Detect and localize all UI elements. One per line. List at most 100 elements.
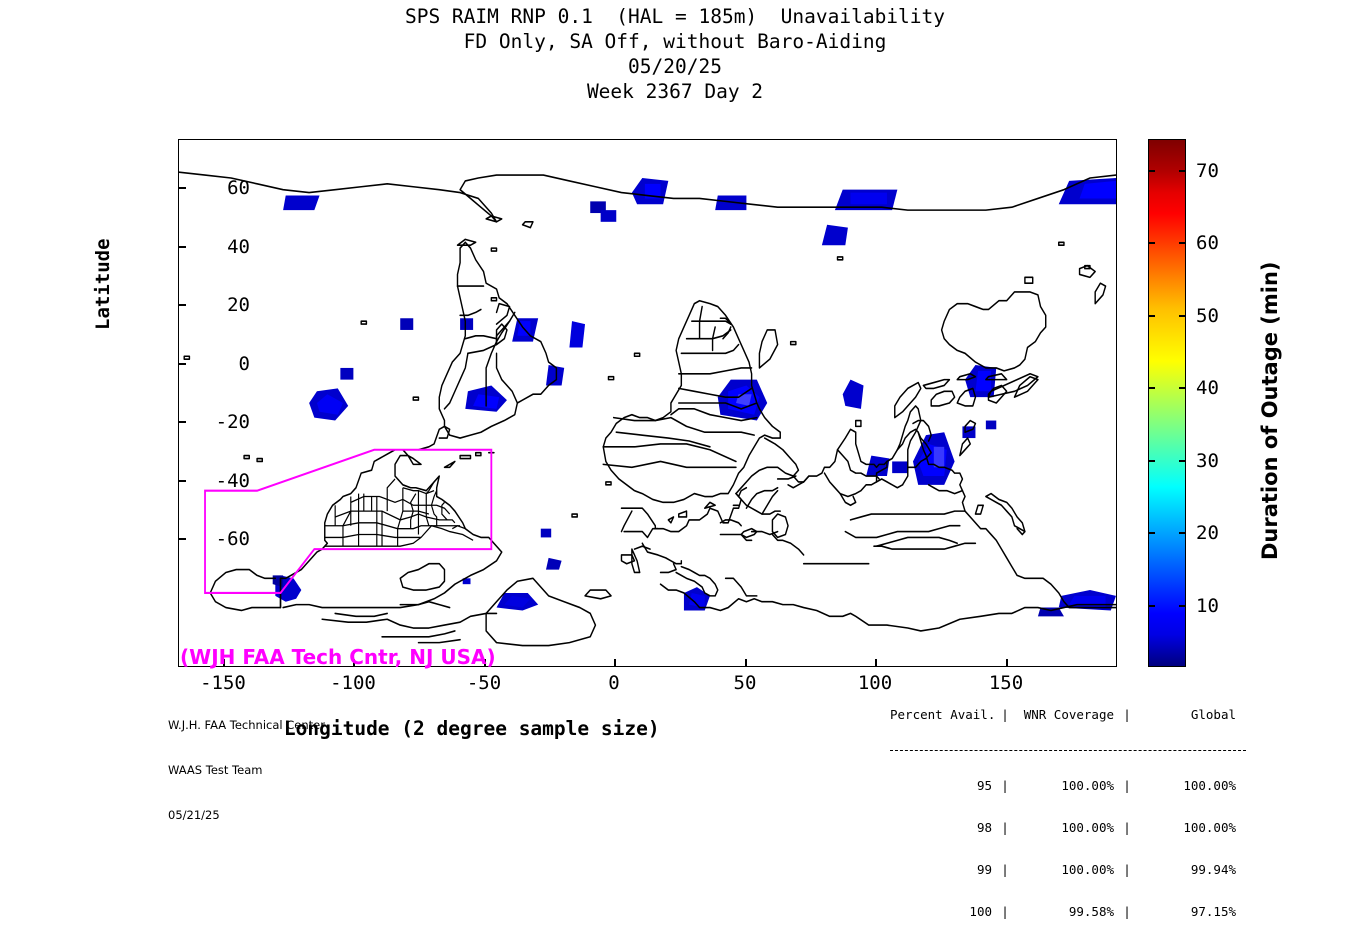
cbtick-mark-right-30	[1179, 460, 1186, 462]
stats-sep: |	[1123, 862, 1131, 877]
stats-row-95: 95 | 100.00% | 100.00%	[890, 779, 1246, 793]
title-line-4: Week 2367 Day 2	[586, 80, 764, 103]
title-line-2: FD Only, SA Off, without Baro-Aiding	[463, 30, 887, 53]
stats-cell-percent-98: 98	[976, 820, 992, 835]
ytick-label-20: 20	[227, 294, 250, 316]
us-states-layer	[324, 475, 474, 547]
cbtick-mark-left-60	[1148, 242, 1155, 244]
cbtick-mark-right-10	[1179, 605, 1186, 607]
cbtick-label-30: 30	[1196, 450, 1219, 472]
xtick-mark-150	[1006, 659, 1008, 667]
ytick-mark-60	[178, 187, 186, 189]
stats-cell-percent-95: 95	[976, 778, 992, 793]
cbtick-label-70: 70	[1196, 160, 1219, 182]
stats-row-99: 99 | 100.00% | 99.94%	[890, 863, 1246, 877]
ytick-label-n60: -60	[215, 528, 250, 550]
stats-cell-percent-100: 100	[969, 904, 992, 919]
chart-title-block: SPS RAIM RNP 0.1 (HAL = 185m) Unavailabi…	[0, 4, 1350, 104]
xtick-mark-n150	[223, 659, 225, 667]
colorbar-label: Duration of Outage (min)	[1258, 261, 1282, 560]
xtick-mark-n100	[353, 659, 355, 667]
xtick-label-n150: -150	[200, 672, 246, 694]
stats-cell-wnr-98: 100.00%	[1061, 820, 1114, 835]
cbtick-mark-right-70	[1179, 170, 1186, 172]
stats-sep: |	[1001, 862, 1009, 877]
stats-cell-percent-99: 99	[976, 862, 992, 877]
colorbar	[1148, 139, 1186, 667]
availability-stats-table: Percent Avail. | WNR Coverage | Global 95 | 10…	[890, 680, 1246, 933]
xtick-label-0: 0	[608, 672, 620, 694]
credit-line-2: WAAS Test Team	[168, 763, 263, 777]
ytick-mark-40	[178, 246, 186, 248]
stats-sep: |	[1123, 778, 1131, 793]
stats-header-sep-2: |	[1123, 707, 1131, 722]
ytick-mark-n20	[178, 421, 186, 423]
credit-line-3: 05/21/25	[168, 808, 220, 822]
cbtick-label-50: 50	[1196, 305, 1219, 327]
x-axis-label: Longitude (2 degree sample size)	[283, 717, 660, 740]
cbtick-label-40: 40	[1196, 377, 1219, 399]
x-axis-label-wrap: Longitude (2 degree sample size)	[0, 694, 1350, 740]
map-svg	[179, 171, 1116, 647]
cbtick-label-20: 20	[1196, 522, 1219, 544]
map-overlay-credit: (WJH FAA Tech Cntr, NJ USA)	[180, 645, 496, 669]
stats-header-global: Global	[1190, 707, 1236, 722]
cbtick-mark-left-20	[1148, 532, 1155, 534]
stats-cell-wnr-99: 100.00%	[1061, 862, 1114, 877]
stats-row-98: 98 | 100.00% | 100.00%	[890, 821, 1246, 835]
cbtick-label-10: 10	[1196, 595, 1219, 617]
stats-cell-wnr-95: 100.00%	[1061, 778, 1114, 793]
ytick-mark-20	[178, 304, 186, 306]
stats-cell-global-100: 97.15%	[1190, 904, 1236, 919]
y-axis-label: Latitude	[92, 238, 114, 330]
xtick-label-50: 50	[733, 672, 757, 694]
cbtick-mark-left-10	[1148, 605, 1155, 607]
stats-cell-global-99: 99.94%	[1190, 862, 1236, 877]
stats-cell-global-95: 100.00%	[1183, 778, 1236, 793]
wnr-coverage-polygon	[204, 448, 493, 594]
xtick-label-150: 150	[988, 672, 1024, 694]
ytick-label-0: 0	[238, 353, 250, 375]
cbtick-mark-left-70	[1148, 170, 1155, 172]
ytick-mark-n60	[178, 538, 186, 540]
stats-sep: |	[1123, 904, 1131, 919]
title-line-1: SPS RAIM RNP 0.1 (HAL = 185m) Unavailabi…	[404, 5, 946, 28]
stats-header-sep-1: |	[1001, 707, 1009, 722]
stats-sep: |	[1001, 820, 1009, 835]
cbtick-mark-right-20	[1179, 532, 1186, 534]
xtick-label-n50: -50	[466, 672, 502, 694]
xtick-mark-n50	[484, 659, 486, 667]
ytick-mark-n40	[178, 480, 186, 482]
cbtick-mark-left-30	[1148, 460, 1155, 462]
ytick-mark-0	[178, 363, 186, 365]
stats-header-wnr: WNR Coverage	[1023, 707, 1114, 722]
stats-sep: |	[1001, 904, 1009, 919]
xtick-mark-50	[745, 659, 747, 667]
coastlines-layer	[179, 171, 1116, 647]
xtick-label-100: 100	[857, 672, 893, 694]
credit-line-1: W.J.H. FAA Technical Center	[168, 718, 325, 732]
credit-block: W.J.H. FAA Technical Center WAAS Test Te…	[168, 688, 325, 838]
cbtick-label-60: 60	[1196, 232, 1219, 254]
stats-row-100: 100 | 99.58% | 97.15%	[890, 905, 1246, 919]
cbtick-mark-right-50	[1179, 315, 1186, 317]
stats-cell-global-98: 100.00%	[1183, 820, 1236, 835]
stats-header-percent: Percent Avail.	[890, 707, 996, 722]
stats-cell-wnr-100: 99.58%	[1068, 904, 1114, 919]
cbtick-mark-left-40	[1148, 387, 1155, 389]
stats-header-row: Percent Avail. | WNR Coverage | Global	[890, 708, 1246, 722]
ytick-label-n20: -20	[215, 411, 250, 433]
world-map-plot	[178, 139, 1117, 667]
ytick-label-n40: -40	[215, 470, 250, 492]
ytick-label-40: 40	[227, 236, 250, 258]
title-line-3: 05/20/25	[628, 55, 722, 78]
ytick-label-60: 60	[227, 177, 250, 199]
stats-sep: |	[1001, 778, 1009, 793]
stats-sep: |	[1123, 820, 1131, 835]
xtick-mark-0	[614, 659, 616, 667]
cbtick-mark-right-60	[1179, 242, 1186, 244]
stats-header-rule	[890, 750, 1246, 751]
xtick-label-n100: -100	[330, 672, 376, 694]
xtick-mark-100	[875, 659, 877, 667]
cbtick-mark-right-40	[1179, 387, 1186, 389]
